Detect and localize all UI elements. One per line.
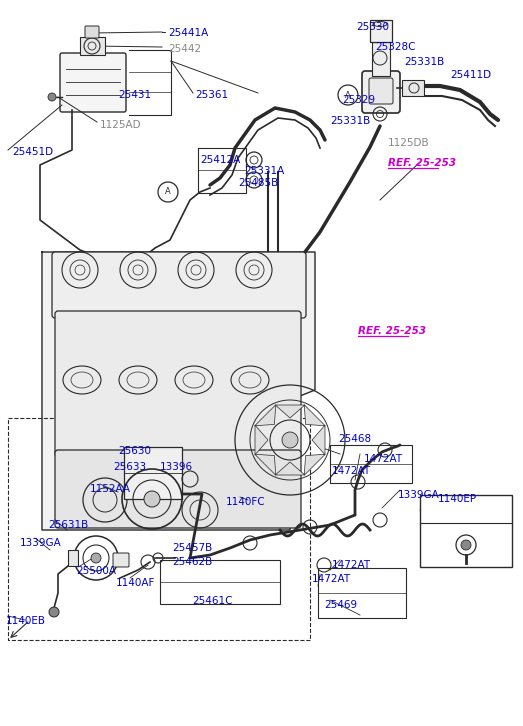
Text: 1472AT: 1472AT	[312, 574, 351, 584]
Text: REF. 25-253: REF. 25-253	[358, 326, 426, 336]
Text: A: A	[345, 91, 351, 99]
Bar	[124, 447, 182, 499]
Text: A: A	[165, 187, 171, 197]
Bar	[80, 37, 105, 55]
FancyBboxPatch shape	[369, 78, 393, 104]
Text: 25442: 25442	[168, 44, 201, 54]
Text: 25485B: 25485B	[238, 178, 278, 188]
Text: 13396: 13396	[160, 462, 193, 472]
Text: 25328C: 25328C	[375, 42, 415, 52]
Circle shape	[461, 540, 471, 550]
FancyBboxPatch shape	[55, 311, 301, 457]
Text: 25468: 25468	[338, 434, 371, 444]
Bar	[402, 80, 424, 96]
Text: 1339GA: 1339GA	[20, 538, 62, 548]
Text: 1140AF: 1140AF	[116, 578, 155, 588]
Polygon shape	[255, 405, 276, 425]
Text: 1472AT: 1472AT	[364, 454, 403, 464]
Polygon shape	[304, 454, 325, 476]
Bar	[420, 495, 512, 567]
FancyBboxPatch shape	[52, 252, 306, 318]
Text: 1152AA: 1152AA	[90, 484, 131, 494]
Text: 25441A: 25441A	[168, 28, 208, 38]
Text: 1472AT: 1472AT	[332, 560, 371, 570]
Bar	[370, 20, 392, 42]
Circle shape	[144, 491, 160, 507]
Text: 25331A: 25331A	[244, 166, 284, 176]
Text: 1140EP: 1140EP	[438, 494, 477, 504]
Polygon shape	[312, 425, 325, 454]
FancyBboxPatch shape	[113, 553, 129, 567]
FancyBboxPatch shape	[362, 71, 400, 113]
Text: 25431: 25431	[118, 90, 151, 100]
Text: REF. 25-253: REF. 25-253	[388, 158, 456, 168]
Text: 1140FC: 1140FC	[226, 497, 266, 507]
Bar	[160, 560, 280, 604]
FancyBboxPatch shape	[85, 26, 99, 38]
Text: 25361: 25361	[195, 90, 228, 100]
Circle shape	[49, 607, 59, 617]
FancyBboxPatch shape	[60, 53, 126, 112]
Text: 25330: 25330	[356, 22, 389, 32]
Text: 25331B: 25331B	[404, 57, 444, 67]
Text: 25412A: 25412A	[200, 155, 240, 165]
Polygon shape	[304, 405, 325, 425]
Text: 25461C: 25461C	[192, 596, 233, 606]
Polygon shape	[255, 454, 276, 476]
Text: 1140EB: 1140EB	[6, 616, 46, 626]
Text: 25469: 25469	[324, 600, 357, 610]
Polygon shape	[255, 425, 268, 454]
Text: 25630: 25630	[118, 446, 151, 456]
Bar	[68, 550, 78, 566]
Text: 25633: 25633	[113, 462, 146, 472]
Text: 1125AD: 1125AD	[100, 120, 142, 130]
Text: 25331B: 25331B	[330, 116, 370, 126]
Text: 1339GA: 1339GA	[398, 490, 440, 500]
Text: 1125DB: 1125DB	[388, 138, 429, 148]
Text: 25411D: 25411D	[450, 70, 491, 80]
Polygon shape	[275, 462, 305, 475]
Text: 25457B: 25457B	[172, 543, 212, 553]
Polygon shape	[42, 252, 315, 530]
FancyBboxPatch shape	[55, 450, 301, 528]
Text: 25329: 25329	[342, 95, 375, 105]
Bar	[330, 445, 412, 483]
Text: 25500A: 25500A	[76, 566, 116, 576]
Text: 1472AT: 1472AT	[332, 466, 371, 476]
Bar	[372, 42, 390, 76]
Polygon shape	[275, 405, 305, 418]
Text: 25451D: 25451D	[12, 147, 53, 157]
Text: 25631B: 25631B	[48, 520, 88, 530]
Bar	[318, 568, 406, 618]
Text: 25462B: 25462B	[172, 557, 212, 567]
Circle shape	[48, 93, 56, 101]
Circle shape	[91, 553, 101, 563]
Circle shape	[282, 432, 298, 448]
